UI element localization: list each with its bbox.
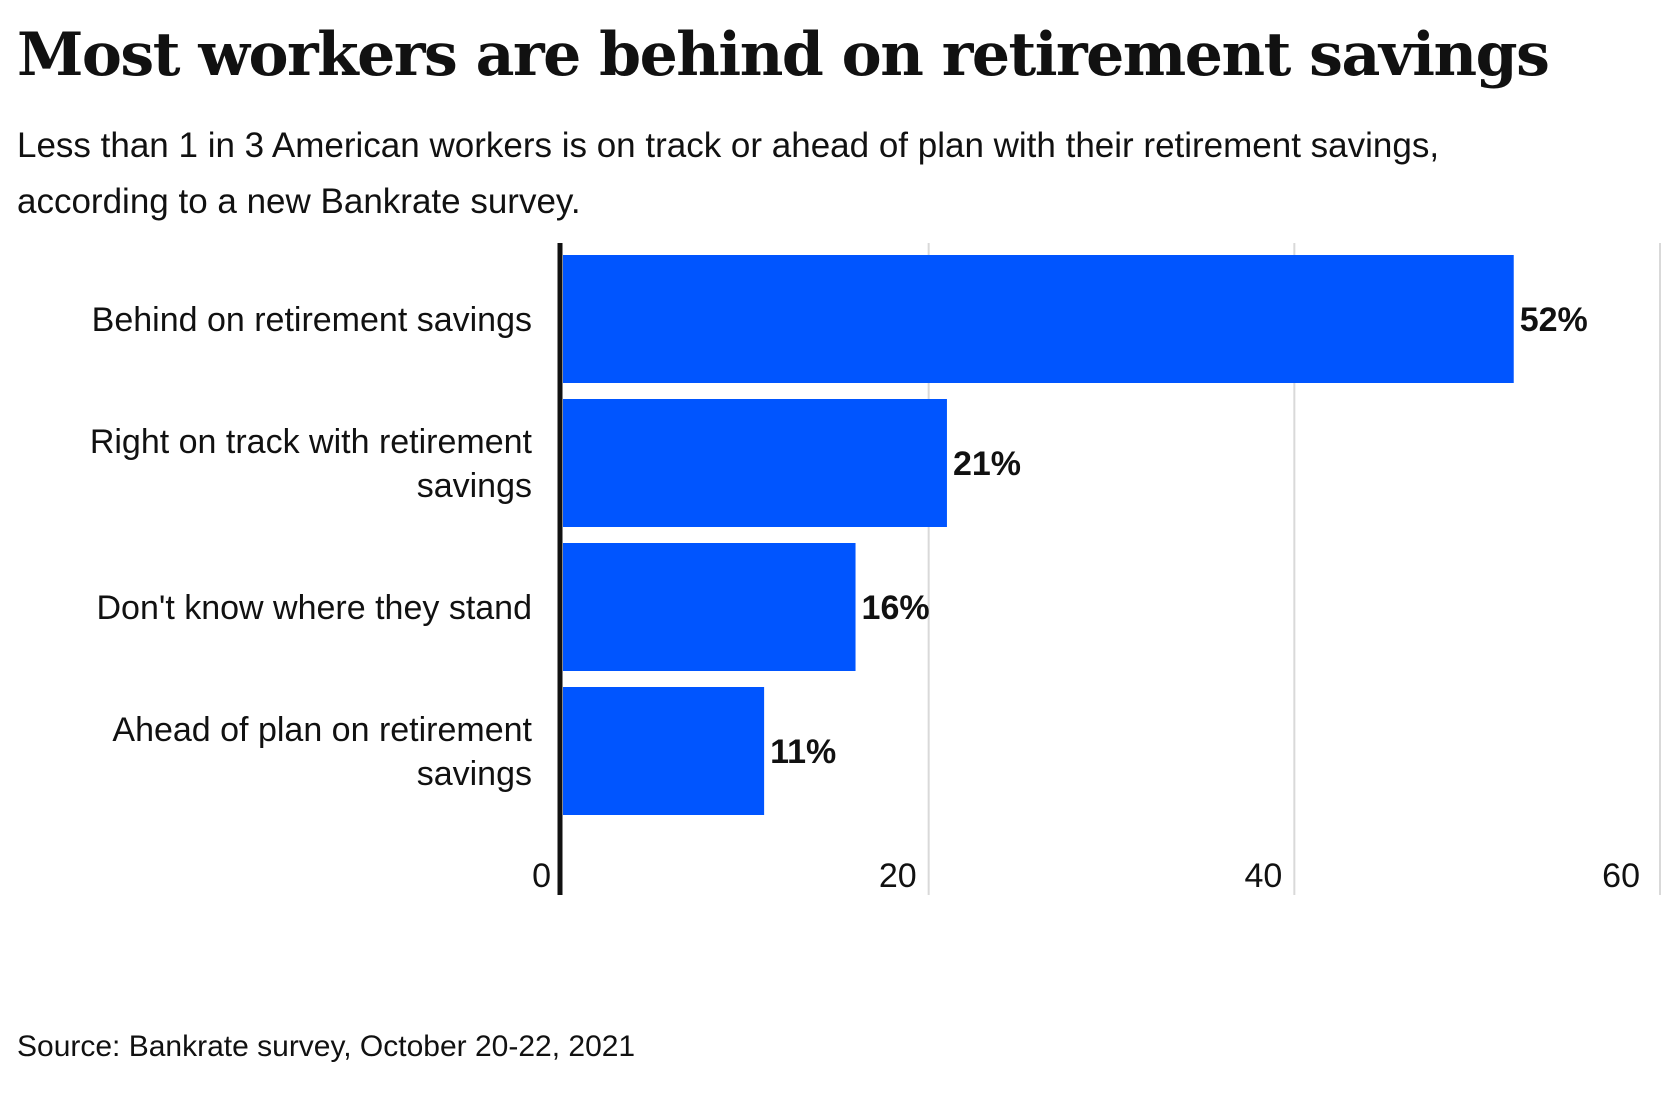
value-label-1: 52% xyxy=(1520,301,1588,339)
chart-title: Most workers are behind on retirement sa… xyxy=(17,20,1550,90)
category-label-2: Right on track with retirement savings xyxy=(90,423,533,505)
tick-label-0: 0 xyxy=(532,857,551,895)
category-labels: Behind on retirement savings Right on tra… xyxy=(90,301,533,793)
chart-subtitle: Less than 1 in 3 American workers is on … xyxy=(17,126,1440,221)
value-labels: 52% 21% 16% 11% xyxy=(770,301,1588,771)
value-label-3: 16% xyxy=(862,589,930,627)
bar-4 xyxy=(563,687,765,815)
value-label-2: 21% xyxy=(953,445,1021,483)
source-note: Source: Bankrate survey, October 20-22, … xyxy=(17,1030,636,1063)
value-label-4: 11% xyxy=(770,733,836,771)
tick-label-40: 40 xyxy=(1245,857,1283,895)
bar-3 xyxy=(563,543,856,671)
x-axis-ticks: 0 20 40 60 xyxy=(532,857,1640,895)
category-label-4: Ahead of plan on retirement savings xyxy=(112,711,532,793)
category-label-3: Don't know where they stand xyxy=(96,589,532,627)
bar-2 xyxy=(563,399,947,527)
bars xyxy=(563,255,1514,815)
bar-1 xyxy=(563,255,1514,383)
category-label-1: Behind on retirement savings xyxy=(92,301,532,339)
tick-label-20: 20 xyxy=(879,857,917,895)
tick-label-60: 60 xyxy=(1602,857,1640,895)
